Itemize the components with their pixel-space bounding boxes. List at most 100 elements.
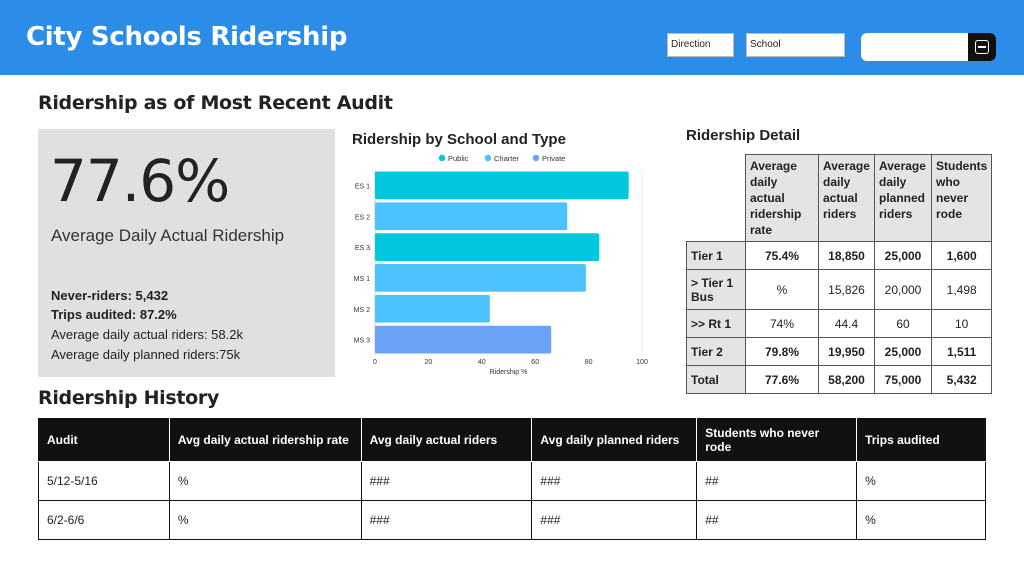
actual-riders-stat: Average daily actual riders: 58.2k: [51, 327, 243, 342]
detail-title: Ridership Detail: [686, 127, 801, 144]
chart-bar: [375, 233, 600, 261]
detail-header: Average daily planned riders: [874, 154, 932, 242]
detail-cell: 60: [874, 309, 932, 338]
search-input[interactable]: [861, 33, 996, 61]
detail-cell: 1,600: [930, 241, 993, 270]
kpi-label: Average Daily Actual Ridership: [51, 226, 285, 245]
history-header: Students who never rode: [696, 418, 858, 462]
chart-title: Ridership by School and Type: [352, 131, 566, 148]
y-tick-label: ES 1: [355, 183, 370, 190]
history-cell: 5/12-5/16: [38, 461, 170, 501]
y-tick-label: ES 2: [355, 214, 370, 221]
detail-cell: 75.4%: [745, 241, 819, 270]
chart-bar: [375, 325, 552, 354]
legend-label: Private: [542, 154, 565, 163]
detail-cell: 10: [930, 309, 993, 338]
detail-cell: 1,511: [930, 337, 993, 366]
detail-cell: 44.4: [818, 309, 875, 338]
x-tick-label: 100: [636, 359, 648, 366]
x-axis-label: Ridership %: [490, 369, 528, 376]
chart-bar: [375, 294, 490, 323]
history-title: Ridership History: [38, 387, 220, 409]
detail-row: Total 77.6% 58,200 75,000 5,432: [686, 365, 993, 394]
history-cell: 6/2-6/6: [38, 500, 170, 540]
history-cell: ###: [531, 461, 698, 501]
history-header: Avg daily actual riders: [360, 418, 533, 462]
chart-bar: [375, 171, 629, 200]
detail-row: Tier 2 79.8% 19,950 25,000 1,511: [686, 337, 993, 366]
detail-row-label: > Tier 1 Bus: [686, 269, 746, 310]
y-tick-label: MS 2: [354, 307, 370, 314]
search-button[interactable]: [968, 33, 996, 61]
detail-row: Tier 1 75.4% 18,850 25,000 1,600: [686, 241, 993, 270]
detail-row-label: Total: [686, 365, 746, 394]
chart-bar: [375, 202, 568, 231]
y-tick-label: ES 3: [355, 245, 370, 252]
detail-cell: 79.8%: [745, 337, 819, 366]
detail-table: Average daily actual ridership rate Aver…: [686, 154, 993, 394]
detail-cell: 19,950: [818, 337, 875, 366]
detail-cell: 75,000: [874, 365, 932, 394]
ridership-bar-chart: Public Charter Private ES 1 ES 2 ES 3 MS 1 MS 2…: [354, 154, 648, 376]
detail-cell: 25,000: [874, 337, 932, 366]
x-tick-label: 20: [425, 359, 433, 366]
kpi-card: 77.6% Average Daily Actual Ridership Nev…: [38, 129, 335, 377]
legend-label: Public: [448, 154, 469, 163]
planned-riders-stat: Average daily planned riders:75k: [51, 347, 241, 362]
detail-header: Average daily actual ridership rate: [745, 154, 819, 242]
kpi-value: 77.6%: [50, 147, 230, 215]
chart-bar: [375, 264, 586, 292]
history-cell: ##: [696, 500, 858, 540]
history-row: 5/12-5/16% ### ### ##%: [38, 461, 986, 501]
history-cell: %: [168, 461, 362, 501]
detail-row-label: Tier 1: [686, 241, 746, 270]
history-row: 6/2-6/6% ### ### ##%: [38, 500, 986, 540]
detail-cell: 15,826: [818, 269, 875, 310]
detail-cell: 5,432: [930, 365, 993, 394]
history-header: Audit: [38, 418, 170, 462]
detail-cell: 20,000: [874, 269, 932, 310]
x-tick-label: 80: [585, 359, 593, 366]
history-cell: ###: [360, 461, 533, 501]
never-riders-stat: Never-riders: 5,432: [51, 288, 169, 303]
history-header: Avg daily actual ridership rate: [168, 418, 362, 462]
history-table: Audit Avg daily actual ridership rate Avg …: [38, 418, 986, 540]
x-tick-label: 40: [478, 359, 486, 366]
history-cell: %: [168, 500, 362, 540]
detail-cell: 25,000: [874, 241, 932, 270]
list-icon: [975, 40, 989, 54]
history-header: Avg daily planned riders: [531, 418, 698, 462]
legend-marker: [438, 154, 446, 162]
trips-audited-stat: Trips audited: 87.2%: [51, 307, 177, 322]
legend-marker: [484, 154, 492, 162]
history-cell: ###: [531, 500, 698, 540]
header-bar: City Schools Ridership Direction School: [0, 0, 1024, 75]
detail-cell: %: [745, 269, 819, 310]
x-tick-label: 0: [373, 359, 377, 366]
detail-cell: 18,850: [818, 241, 875, 270]
detail-header: Students who never rode: [930, 154, 993, 242]
school-filter[interactable]: School: [746, 33, 845, 57]
app-title: City Schools Ridership: [26, 22, 348, 52]
history-cell: ###: [360, 500, 533, 540]
history-cell: %: [856, 500, 986, 540]
x-tick-label: 60: [531, 359, 539, 366]
history-cell: %: [856, 461, 986, 501]
detail-cell: 77.6%: [745, 365, 819, 394]
detail-row: >> Rt 1 74% 44.4 60 10: [686, 309, 993, 338]
history-cell: ##: [696, 461, 858, 501]
detail-cell: 74%: [745, 309, 819, 338]
detail-row: > Tier 1 Bus% 15,826 20,000 1,498: [686, 269, 993, 310]
detail-cell: 58,200: [818, 365, 875, 394]
detail-header: Average daily actual riders: [818, 154, 875, 242]
y-tick-label: MS 3: [354, 338, 370, 345]
detail-cell: 1,498: [930, 269, 993, 310]
detail-row-label: >> Rt 1: [686, 309, 746, 338]
y-tick-label: MS 1: [354, 276, 370, 283]
detail-row-label: Tier 2: [686, 337, 746, 366]
legend-label: Charter: [494, 154, 520, 163]
history-header: Trips audited: [856, 418, 986, 462]
legend-marker: [532, 154, 540, 162]
recent-audit-title: Ridership as of Most Recent Audit: [38, 92, 393, 114]
direction-filter[interactable]: Direction: [667, 33, 734, 57]
